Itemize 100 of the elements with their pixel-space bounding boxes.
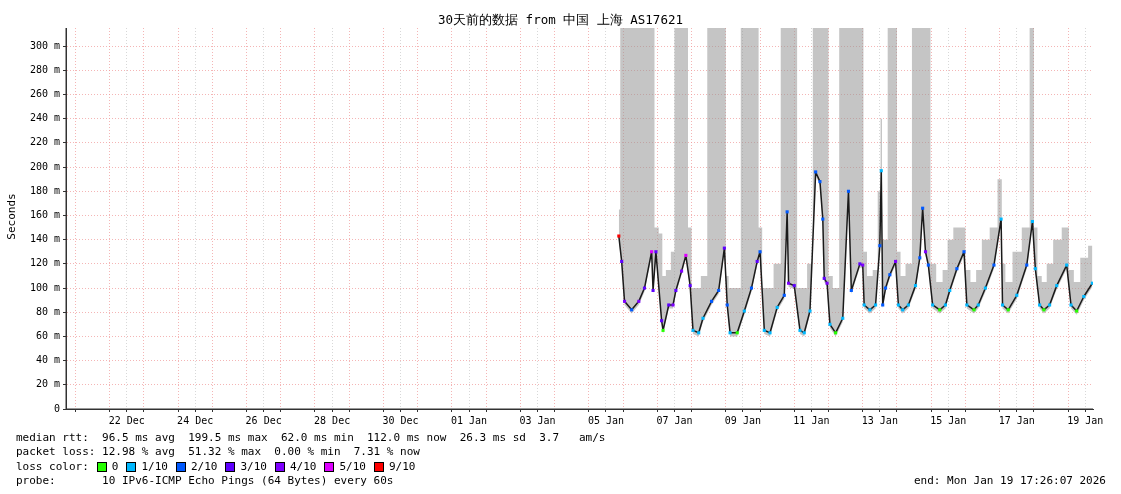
y-axis-title: Seconds (4, 192, 18, 242)
point (782, 293, 786, 297)
x-tick-label: 26 Dec (245, 414, 282, 426)
point (926, 263, 930, 267)
point (821, 217, 825, 221)
point (630, 308, 634, 312)
x-tick-label: 03 Jan (519, 414, 556, 426)
y-tick-label: 0 (53, 402, 60, 414)
x-tick-label: 05 Jan (587, 414, 625, 426)
point (749, 286, 754, 290)
point (976, 303, 980, 307)
text: probe: 10 IPv6-ICMP Echo Pings (64 Bytes) every 60s (16, 473, 394, 489)
point (983, 286, 987, 290)
point (879, 169, 883, 173)
point (1042, 308, 1046, 312)
point (901, 308, 905, 312)
point (667, 303, 671, 307)
point (802, 331, 806, 335)
point (923, 250, 928, 254)
point (972, 308, 976, 312)
point (768, 331, 772, 335)
point (896, 303, 900, 307)
point (728, 331, 732, 335)
x-tick-label: 09 Jan (724, 414, 761, 426)
point (651, 288, 655, 293)
legend-label: 1/10 (141, 459, 168, 474)
point (849, 288, 853, 293)
point (1033, 267, 1037, 271)
point (617, 234, 621, 238)
x-tick-label: 22 Dec (108, 414, 145, 426)
point (1025, 263, 1029, 267)
point (755, 259, 759, 263)
point (680, 269, 684, 273)
x-tick-label: 30 Dec (382, 414, 419, 426)
text: packet loss: 12.98 % avg 51.32 % max 0.00 % min 7.31 % now (16, 445, 421, 460)
legend-label: 2/10 (190, 459, 218, 474)
point (1069, 303, 1073, 307)
point (893, 259, 898, 263)
point (622, 299, 627, 303)
point (701, 316, 705, 320)
point (862, 303, 866, 307)
point (742, 309, 746, 313)
point (1055, 284, 1059, 288)
x-tick-label: 01 Jan (450, 414, 488, 426)
x-tick-label: 15 Jan (930, 414, 967, 426)
point (674, 288, 678, 293)
point (642, 286, 647, 290)
point (913, 284, 918, 288)
point (650, 250, 654, 254)
point (785, 210, 789, 214)
point (943, 303, 948, 307)
legend-title: loss color: (16, 459, 89, 474)
y-tick-label: 100 m (29, 281, 60, 293)
point (735, 331, 739, 335)
legend-label: 0 (111, 459, 119, 474)
point (697, 331, 701, 335)
point (814, 170, 818, 174)
point (938, 308, 942, 312)
point (878, 244, 882, 248)
text: median rtt: 96.5 ms avg 199.5 ms max 62.0 ms min 112.0 ms now 26.3 ms sd 3.7 am/s (16, 431, 607, 446)
point (691, 328, 695, 332)
point (775, 305, 779, 309)
point (762, 328, 766, 332)
y-tick-label: 220 m (29, 136, 60, 148)
point (888, 273, 892, 277)
point (921, 206, 925, 210)
y-tick-label: 20 m (35, 378, 60, 390)
x-tick-label: 07 Jan (656, 414, 693, 426)
y-tick-label: 160 m (29, 209, 60, 221)
y-tick-label: 40 m (35, 354, 60, 366)
point (637, 299, 641, 303)
y-tick-label: 80 m (35, 305, 60, 317)
legend-label: 9/10 (388, 459, 416, 474)
point (828, 322, 832, 326)
point (841, 316, 845, 320)
point (884, 286, 888, 290)
legend-label: 4/10 (289, 459, 317, 474)
point (1075, 309, 1079, 313)
y-tick-label: 280 m (29, 63, 60, 75)
point (725, 303, 729, 307)
point (1038, 303, 1042, 307)
point (965, 303, 969, 307)
point (818, 180, 822, 184)
text: end: Mon Jan 19 17:26:07 2026 (913, 473, 1106, 489)
chart-title: 30天前的数据 from 中国 上海 AS17621 (437, 12, 684, 29)
y-tick-label: 260 m (29, 88, 60, 100)
point (822, 276, 826, 280)
point (660, 319, 664, 323)
point (868, 308, 872, 312)
point (1006, 308, 1010, 312)
point (709, 299, 714, 303)
point (798, 328, 802, 332)
point (654, 250, 658, 254)
point (1065, 263, 1069, 267)
y-tick-label: 240 m (29, 112, 60, 124)
x-tick-label: 11 Jan (793, 414, 830, 426)
y-tick-label: 140 m (29, 233, 60, 245)
point (955, 267, 959, 271)
point (722, 246, 726, 250)
point (999, 217, 1003, 221)
